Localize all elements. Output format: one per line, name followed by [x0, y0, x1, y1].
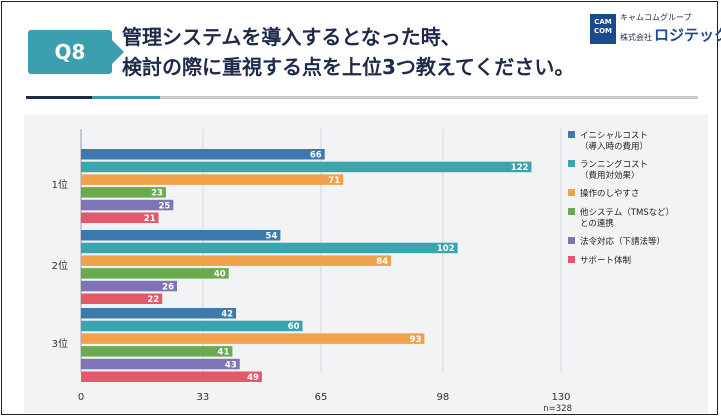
- legend-swatch-0: [568, 131, 575, 138]
- question-title-line-2: 検討の際に重視する点を上位3つ教えてください。: [122, 55, 575, 79]
- header-rule-teal: [92, 96, 160, 99]
- legend-swatch-4: [568, 237, 575, 244]
- legend-label-2: 操作のしやすさ: [580, 188, 639, 199]
- bar-value-label-1-2: 84: [376, 257, 388, 267]
- chart-panel: 0 33 65 98 130 1位 66 122 71 23 25 21 2位 54 102 84 40 26 22…: [24, 115, 708, 414]
- question-title-line-1: 管理システムを導入するとなった時、: [122, 25, 461, 49]
- question-title: 管理システムを導入するとなった時、 検討の際に重視する点を上位3つ教えてください…: [122, 22, 574, 82]
- legend-swatch-3: [568, 208, 575, 215]
- bar-2-4: [81, 358, 240, 370]
- bar-value-label-0-4: 25: [158, 201, 170, 211]
- x-tick-label-1: 33: [196, 392, 209, 403]
- sample-size-note: n=328: [543, 404, 572, 413]
- logo-mark-icon: CAM COM: [590, 14, 616, 44]
- company-logo: CAM COM キャムコムグループ 株式会社ロジテック: [590, 12, 721, 46]
- bar-0-0: [81, 149, 325, 160]
- bar-value-label-1-1: 102: [437, 244, 455, 254]
- legend-swatch-2: [568, 189, 575, 196]
- bar-value-label-0-2: 71: [328, 176, 340, 186]
- bar-1-3: [81, 268, 229, 279]
- bar-2-2: [81, 333, 425, 344]
- x-tick-label-3: 98: [436, 392, 449, 403]
- legend-label-5: サポート体制: [580, 255, 631, 266]
- bar-1-2: [81, 255, 392, 266]
- logo-name-text: ロジテック: [654, 26, 721, 44]
- bar-2-5: [81, 371, 262, 382]
- bar-0-1: [81, 161, 532, 173]
- logo-mark-line-2: COM: [593, 27, 613, 35]
- bar-value-label-2-3: 41: [218, 348, 230, 358]
- bar-value-label-2-2: 93: [410, 335, 422, 345]
- header-rule-gray: [160, 96, 698, 99]
- bar-value-label-2-0: 42: [221, 310, 233, 320]
- logo-prefix: 株式会社: [620, 33, 652, 42]
- bar-1-0: [81, 230, 281, 241]
- legend-label-4: 法令対応（下請法等）: [580, 236, 665, 247]
- logo-mark-line-1: CAM: [594, 18, 612, 26]
- bar-2-0: [81, 308, 237, 319]
- legend-swatch-1: [568, 160, 575, 167]
- legend-swatch-5: [568, 256, 575, 263]
- bar-0-2: [81, 174, 344, 185]
- bar-value-label-0-0: 66: [310, 151, 322, 161]
- bar-2-1: [81, 320, 303, 332]
- bar-0-5: [81, 212, 159, 223]
- bar-2-3: [81, 346, 233, 357]
- legend-label-3: 他システム（TMSなど）との連携: [580, 207, 674, 229]
- bar-value-label-2-5: 49: [247, 373, 259, 383]
- header-rule-navy: [26, 96, 92, 99]
- x-tick-label-2: 65: [315, 392, 328, 403]
- logo-group-name: キャムコムグループ: [620, 13, 692, 22]
- bar-value-label-1-5: 22: [147, 295, 159, 305]
- legend-label-0: イニシャルコスト（導入時の費用）: [580, 131, 648, 152]
- bar-value-label-0-5: 21: [144, 214, 156, 224]
- legend-label-1: ランニングコスト（費用対効果）: [580, 159, 648, 181]
- bar-0-4: [81, 199, 174, 211]
- bar-value-label-1-0: 54: [266, 232, 278, 242]
- bar-value-label-1-4: 26: [162, 282, 174, 292]
- logo-company-name: 株式会社ロジテック: [620, 24, 721, 45]
- category-label-2: 3位: [52, 337, 68, 350]
- category-label-1: 2位: [52, 259, 68, 272]
- bar-value-label-2-4: 43: [225, 360, 237, 370]
- x-tick-label-0: 0: [78, 392, 84, 403]
- bar-0-3: [81, 187, 166, 198]
- bar-value-label-0-3: 23: [151, 189, 163, 199]
- bar-value-label-1-3: 40: [214, 270, 226, 280]
- bar-1-5: [81, 293, 163, 304]
- x-tick-label-4: 130: [551, 392, 570, 403]
- bar-1-1: [81, 242, 458, 254]
- question-badge: Q8: [28, 30, 124, 74]
- bar-1-4: [81, 280, 177, 292]
- bar-value-label-2-1: 60: [288, 322, 300, 332]
- bar-value-label-0-1: 122: [511, 163, 529, 173]
- category-label-0: 1位: [52, 178, 68, 191]
